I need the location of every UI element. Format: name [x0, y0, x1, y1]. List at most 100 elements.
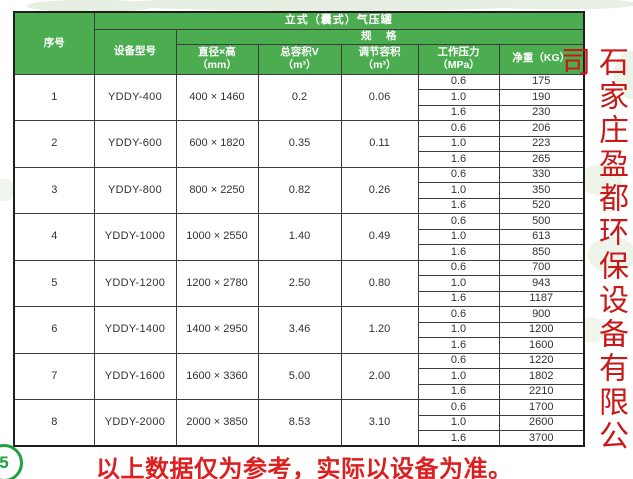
cell-size: 800 × 2250 — [175, 166, 259, 214]
table-row: 1.6 1600 — [14, 337, 585, 354]
corner-badge: 5 — [0, 444, 23, 479]
cell-weight: 330 — [498, 166, 585, 183]
table-row: 7 YDDY-1600 1600 × 3360 5.00 2.00 0.6 1220 — [13, 352, 585, 400]
cell-serial: 3 — [13, 166, 95, 214]
cell-pressure: 1.6 — [417, 290, 500, 307]
cell-weight: 223 — [498, 135, 585, 152]
table-row: 1 YDDY-400 400 × 1460 0.2 0.06 0.6 175 — [13, 73, 585, 121]
cell-size: 600 × 1820 — [175, 120, 259, 168]
cell-weight: 1600 — [498, 337, 585, 354]
cell-pressure: 1.6 — [417, 104, 500, 121]
table-row: 1.6 1187 — [14, 290, 585, 307]
table-row: 1.6 520 — [14, 197, 585, 214]
table-row: 1.0 613 — [14, 228, 585, 245]
cell-total-volume: 0.2 — [257, 73, 342, 121]
cell-weight: 3700 — [498, 430, 585, 447]
table-title: 立式（囊式）气压罐 — [93, 11, 585, 30]
cell-weight: 1802 — [498, 368, 585, 385]
cell-pressure: 1.0 — [417, 275, 500, 292]
header-row-spec: 设备型号 规 格 — [14, 28, 585, 75]
cell-pressure: 1.6 — [417, 430, 500, 447]
cell-adjust-volume: 0.06 — [340, 73, 419, 121]
cell-weight: 230 — [498, 104, 585, 121]
cell-weight: 265 — [498, 151, 585, 168]
cell-weight: 206 — [498, 120, 585, 137]
cell-model: YDDY-600 — [93, 120, 177, 168]
cell-weight: 1187 — [498, 290, 585, 307]
table-row: 1.0 223 — [14, 135, 585, 152]
cell-serial: 8 — [13, 399, 95, 447]
cell-adjust-volume: 0.80 — [340, 259, 419, 307]
cell-weight: 1220 — [498, 352, 585, 369]
cell-pressure: 0.6 — [417, 306, 500, 323]
table-row: 3 YDDY-800 800 × 2250 0.82 0.26 0.6 330 — [13, 166, 585, 214]
table-row: 8 YDDY-2000 2000 × 3850 8.53 3.10 0.6 1700 — [13, 399, 585, 447]
header-model: 设备型号 — [93, 28, 177, 75]
cell-pressure: 1.0 — [417, 414, 500, 431]
header-pressure: 工作压力 （MPa） — [417, 43, 500, 75]
table-row: 1.0 350 — [14, 182, 585, 199]
table-row: 6 YDDY-1400 1400 × 2950 3.46 1.20 0.6 900 — [13, 306, 585, 354]
cell-total-volume: 0.35 — [257, 120, 342, 168]
cell-weight: 190 — [498, 89, 585, 106]
cell-pressure: 0.6 — [417, 399, 500, 416]
cell-weight: 500 — [498, 213, 585, 230]
cell-pressure: 0.6 — [417, 120, 500, 137]
cell-weight: 520 — [498, 197, 585, 214]
table-row: 5 YDDY-1200 1200 × 2780 2.50 0.80 0.6 700 — [13, 259, 585, 307]
cell-total-volume: 3.46 — [257, 306, 342, 354]
cell-weight: 175 — [498, 73, 585, 90]
header-size: 直径×高 （mm） — [175, 43, 259, 75]
cell-pressure: 1.0 — [417, 182, 500, 199]
header-weight: 净重（KG） — [498, 43, 585, 75]
table-row: 4 YDDY-1000 1000 × 2550 1.40 0.49 0.6 500 — [13, 213, 585, 261]
cell-model: YDDY-1000 — [93, 213, 177, 261]
cell-total-volume: 8.53 — [257, 399, 342, 447]
cell-pressure: 1.6 — [417, 383, 500, 400]
cell-pressure: 1.0 — [417, 321, 500, 338]
cell-pressure: 1.6 — [417, 197, 500, 214]
cell-serial: 7 — [13, 352, 95, 400]
cell-weight: 900 — [498, 306, 585, 323]
cell-serial: 4 — [13, 213, 95, 261]
cell-total-volume: 2.50 — [257, 259, 342, 307]
cell-weight: 350 — [498, 182, 585, 199]
spec-table: 序号 立式（囊式）气压罐 设备型号 规 格 直径×高 （mm） 总容积V （m³… — [13, 11, 585, 447]
spec-table-header: 序号 立式（囊式）气压罐 设备型号 规 格 直径×高 （mm） 总容积V （m³… — [13, 11, 585, 75]
cell-size: 1600 × 3360 — [175, 352, 259, 400]
cell-weight: 1200 — [498, 321, 585, 338]
cell-model: YDDY-1600 — [93, 352, 177, 400]
disclaimer-note: 以上数据仅为参考，实际以设备为准。 — [96, 456, 513, 479]
cell-model: YDDY-800 — [93, 166, 177, 214]
header-total-volume: 总容积V （m³） — [257, 43, 342, 75]
cell-model: YDDY-400 — [93, 73, 177, 121]
table-row: 2 YDDY-600 600 × 1820 0.35 0.11 0.6 206 — [13, 120, 585, 168]
cell-model: YDDY-1200 — [93, 259, 177, 307]
cell-serial: 2 — [13, 120, 95, 168]
cell-pressure: 1.0 — [417, 89, 500, 106]
cell-pressure: 1.0 — [417, 368, 500, 385]
cell-model: YDDY-2000 — [93, 399, 177, 447]
cell-adjust-volume: 0.11 — [340, 120, 419, 168]
spec-table-body: 1 YDDY-400 400 × 1460 0.2 0.06 0.6 175 1.0 190 1.… — [13, 73, 585, 447]
cell-pressure: 0.6 — [417, 259, 500, 276]
cell-adjust-volume: 0.49 — [340, 213, 419, 261]
cell-size: 2000 × 3850 — [175, 399, 259, 447]
cell-adjust-volume: 3.10 — [340, 399, 419, 447]
header-spec-label: 规 格 — [175, 28, 585, 45]
cell-pressure: 0.6 — [417, 73, 500, 90]
cell-size: 1200 × 2780 — [175, 259, 259, 307]
cell-serial: 6 — [13, 306, 95, 354]
cell-pressure: 1.0 — [417, 228, 500, 245]
header-row-title: 序号 立式（囊式）气压罐 — [13, 11, 585, 75]
cell-weight: 943 — [498, 275, 585, 292]
cell-pressure: 1.0 — [417, 135, 500, 152]
cell-serial: 5 — [13, 259, 95, 307]
table-row: 1.0 1200 — [14, 321, 585, 338]
table-row: 1.6 2210 — [14, 383, 585, 400]
cell-size: 1400 × 2950 — [175, 306, 259, 354]
cell-total-volume: 0.82 — [257, 166, 342, 214]
cell-adjust-volume: 2.00 — [340, 352, 419, 400]
header-row-columns: 直径×高 （mm） 总容积V （m³） 调节容积 （m³） 工作压力 （MPa）… — [14, 43, 585, 75]
cell-weight: 2210 — [498, 383, 585, 400]
